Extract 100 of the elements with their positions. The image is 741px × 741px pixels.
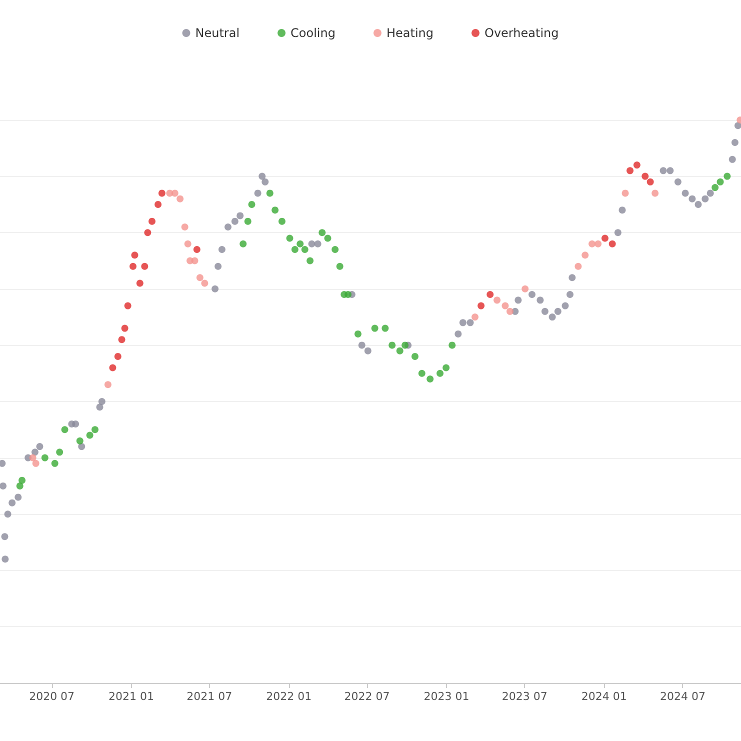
point — [566, 291, 574, 298]
point — [588, 240, 596, 248]
point — [426, 375, 434, 382]
point — [29, 454, 36, 462]
point — [314, 240, 322, 248]
point — [548, 314, 556, 321]
point — [702, 195, 709, 202]
point — [382, 324, 389, 332]
x-tick-label: 2023 07 — [502, 690, 548, 703]
point — [130, 262, 136, 270]
point — [336, 262, 344, 270]
point — [728, 156, 736, 163]
point — [354, 330, 362, 338]
x-tick-label: 2024 07 — [660, 690, 706, 703]
point — [36, 443, 44, 450]
point — [731, 139, 738, 146]
point — [396, 347, 404, 354]
point — [502, 302, 509, 310]
point — [254, 190, 262, 197]
point — [56, 448, 64, 456]
point — [459, 319, 466, 326]
point — [318, 229, 326, 236]
point — [344, 291, 352, 298]
point — [706, 190, 714, 197]
point — [486, 291, 494, 298]
point — [121, 324, 128, 332]
x-tick-label: 2020 07 — [29, 690, 75, 703]
point — [626, 167, 634, 174]
x-tick-label: 2022 01 — [266, 690, 312, 703]
point — [371, 324, 378, 332]
point — [184, 240, 192, 248]
point — [18, 476, 26, 484]
point — [1, 533, 8, 540]
point — [472, 314, 478, 321]
point — [594, 240, 602, 248]
point — [181, 223, 188, 230]
x-tick-label: 2023 01 — [424, 690, 470, 703]
point — [618, 206, 626, 214]
point — [141, 262, 148, 270]
point — [278, 218, 286, 225]
point — [682, 190, 689, 197]
point — [633, 162, 640, 169]
point — [522, 285, 529, 292]
point — [614, 229, 622, 236]
point — [258, 172, 266, 180]
point — [131, 252, 138, 259]
point — [96, 404, 104, 411]
legend-label: Neutral — [195, 26, 240, 40]
point — [262, 178, 269, 186]
point — [286, 234, 294, 242]
point — [240, 240, 247, 248]
point — [448, 342, 456, 349]
point — [411, 352, 418, 360]
point — [724, 172, 731, 180]
point — [568, 274, 576, 282]
point — [514, 296, 522, 304]
point — [388, 342, 396, 349]
point — [554, 308, 562, 315]
point — [418, 370, 426, 377]
point — [734, 122, 741, 130]
point — [212, 285, 219, 292]
point — [148, 218, 156, 225]
x-tick-label: 2024 01 — [581, 690, 627, 703]
point — [171, 190, 178, 197]
point — [104, 381, 112, 388]
point — [364, 347, 372, 354]
point — [86, 432, 94, 439]
point — [78, 443, 86, 450]
point — [660, 167, 667, 174]
point — [646, 178, 654, 186]
point — [308, 240, 316, 248]
point — [642, 172, 649, 180]
point — [76, 437, 84, 444]
point — [291, 246, 298, 253]
point — [332, 246, 339, 253]
point — [506, 308, 514, 315]
point — [118, 336, 126, 344]
point — [582, 252, 589, 259]
point — [536, 296, 544, 304]
point — [0, 460, 6, 467]
point — [494, 296, 501, 304]
legend-label: Overheating — [484, 26, 559, 40]
legend-label: Heating — [386, 26, 434, 40]
point — [688, 195, 696, 202]
point — [296, 240, 304, 248]
point — [442, 364, 450, 372]
point — [436, 370, 444, 377]
point — [224, 223, 232, 230]
point — [248, 200, 256, 208]
point — [674, 178, 682, 186]
point — [109, 364, 116, 372]
point — [218, 246, 226, 253]
point — [541, 308, 548, 315]
point — [32, 460, 40, 467]
point — [4, 510, 12, 518]
point — [574, 262, 582, 270]
point — [72, 420, 80, 428]
x-tick-label: 2022 07 — [344, 690, 390, 703]
point — [41, 454, 48, 462]
point — [694, 200, 702, 208]
